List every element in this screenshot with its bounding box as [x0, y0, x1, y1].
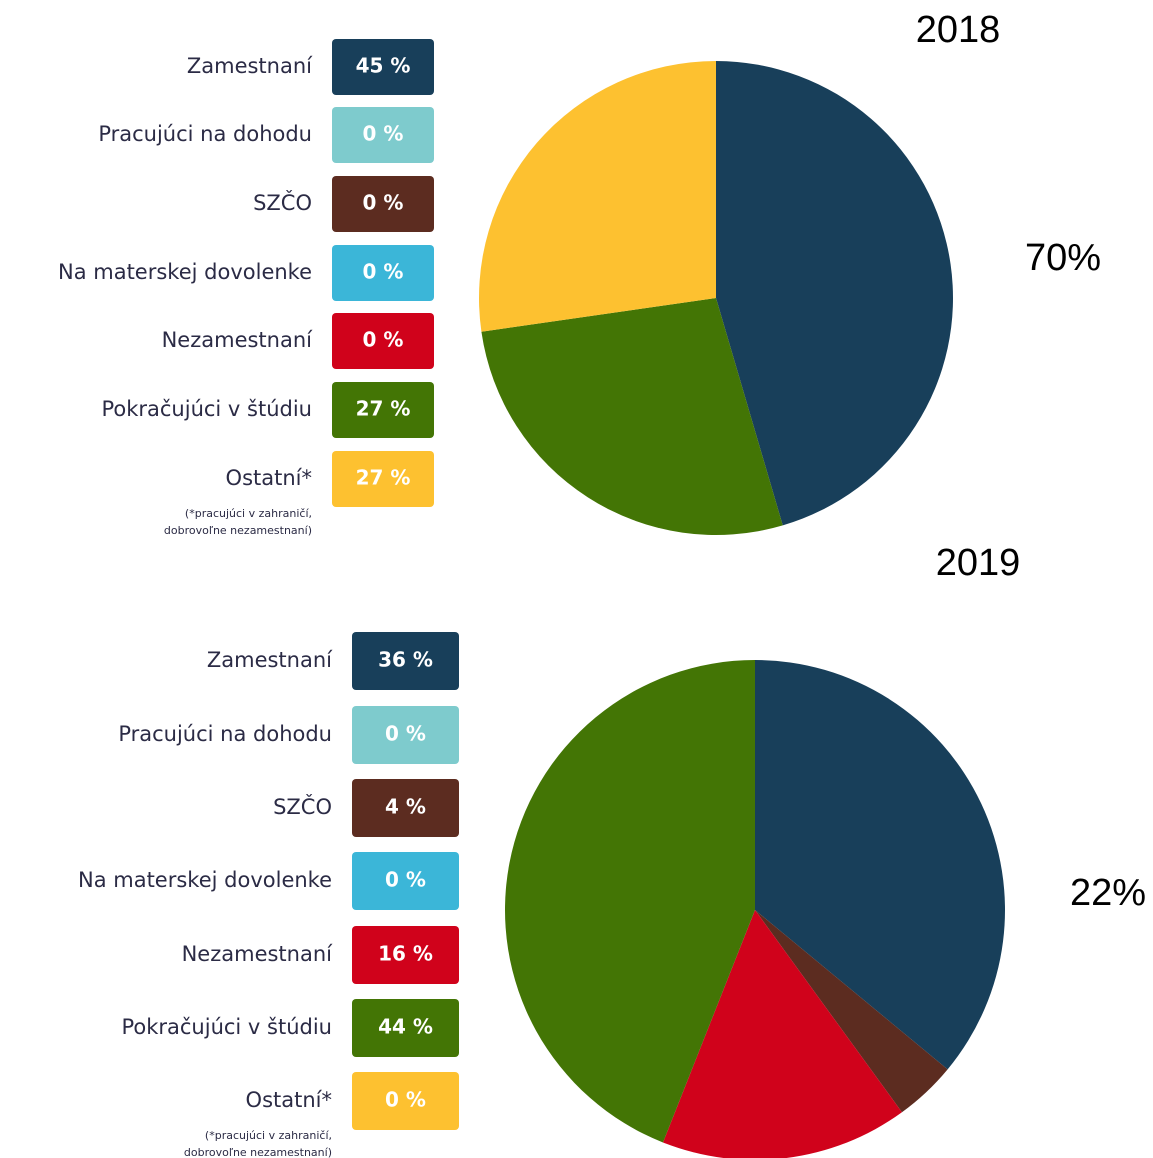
value-label: 16 %	[378, 942, 433, 966]
footnote: dobrovoľne nezamestnaní)	[184, 1146, 332, 1158]
legend-swatch	[352, 1072, 459, 1130]
annotation: 22%	[1070, 872, 1146, 914]
pie-slice	[662, 910, 902, 1158]
legend-label: Nezamestnaní	[182, 942, 334, 966]
value-label: 0 %	[385, 1088, 426, 1112]
footnote: (*pracujúci v zahraničí,	[185, 507, 312, 520]
legend-swatch	[352, 926, 459, 984]
value-label: 0 %	[363, 191, 404, 215]
legend-label: Pokračujúci v štúdiu	[101, 397, 312, 421]
pie-slice	[481, 298, 783, 535]
legend-label: SZČO	[273, 794, 332, 819]
value-label: 27 %	[356, 466, 411, 490]
legend-label: Pracujúci na dohodu	[118, 722, 332, 746]
pie-slice	[755, 910, 948, 1113]
chart-title: 2018	[916, 9, 1001, 51]
value-label: 0 %	[363, 122, 404, 146]
pie-slice	[716, 61, 953, 526]
legend-swatch	[332, 451, 434, 507]
value-label: 4 %	[385, 795, 426, 819]
legend-label: Pracujúci na dohodu	[98, 122, 312, 146]
chart-title: 2019	[936, 542, 1021, 584]
legend-swatch	[352, 706, 459, 764]
value-label: 0 %	[363, 260, 404, 284]
legend-swatch	[332, 176, 434, 232]
legend-label: Na materskej dovolenke	[58, 260, 312, 284]
legend-swatch	[352, 852, 459, 910]
legend-swatch	[332, 107, 434, 163]
pie-slice	[505, 660, 755, 1143]
value-label: 44 %	[378, 1015, 433, 1039]
legend-label: Ostatní*	[226, 466, 312, 490]
value-label: 0 %	[385, 722, 426, 746]
legend-swatch	[352, 999, 459, 1057]
pie-slice	[755, 660, 1005, 1070]
legend-swatch	[332, 245, 434, 301]
value-label: 0 %	[385, 868, 426, 892]
legend-label: Zamestnaní	[187, 54, 313, 78]
value-label: 36 %	[378, 648, 433, 672]
legend-label: Pokračujúci v štúdiu	[121, 1015, 332, 1039]
legend-swatch	[332, 382, 434, 438]
value-label: 45 %	[356, 54, 411, 78]
legend-label: SZČO	[253, 190, 312, 215]
legend-swatch	[352, 779, 459, 837]
legend-swatch	[352, 632, 459, 690]
pie-slice	[479, 61, 716, 332]
legend-label: Ostatní*	[246, 1088, 332, 1112]
legend-label: Zamestnaní	[207, 648, 333, 672]
legend-label: Na materskej dovolenke	[78, 868, 332, 892]
footnote: (*pracujúci v zahraničí,	[205, 1129, 332, 1142]
legend-swatch	[332, 313, 434, 369]
value-label: 27 %	[356, 397, 411, 421]
value-label: 0 %	[363, 328, 404, 352]
legend-label: Nezamestnaní	[162, 328, 314, 352]
legend-swatch	[332, 39, 434, 95]
footnote: dobrovoľne nezamestnaní)	[164, 524, 312, 537]
annotation: 70%	[1025, 237, 1101, 279]
